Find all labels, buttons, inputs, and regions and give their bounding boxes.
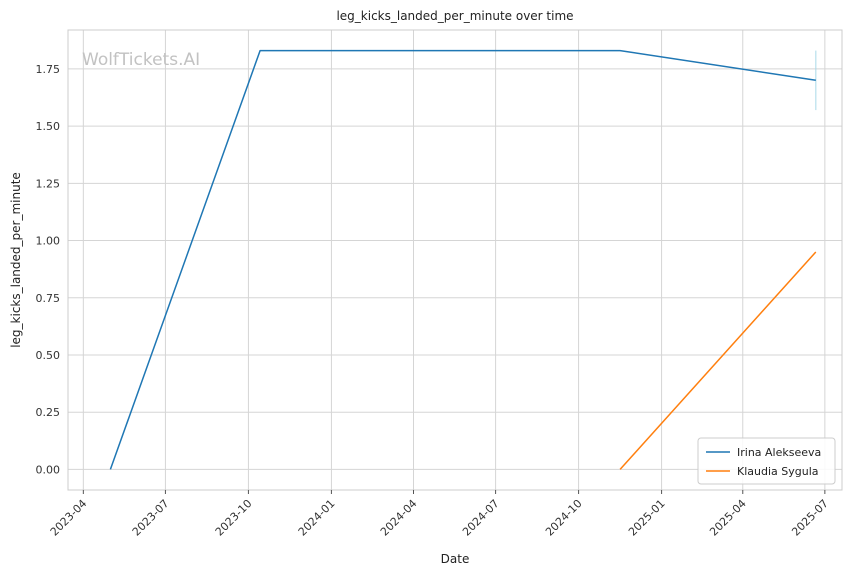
chart-title: leg_kicks_landed_per_minute over time	[336, 9, 573, 23]
x-tick-label: 2023-10	[213, 497, 255, 539]
series-line-1	[619, 251, 817, 470]
y-tick-label: 1.50	[36, 120, 61, 133]
y-tick-label: 0.25	[36, 406, 61, 419]
x-axis-label: Date	[441, 552, 470, 566]
y-tick-label: 1.25	[36, 177, 61, 190]
legend: Irina Alekseeva Klaudia Sygula	[697, 437, 836, 485]
watermark: WolfTickets.AI	[82, 50, 200, 70]
y-tick-label: 0.00	[36, 463, 61, 476]
legend-label: Klaudia Sygula	[737, 465, 819, 478]
y-tick-label: 0.50	[36, 349, 61, 362]
grid	[68, 30, 842, 490]
legend-box	[697, 437, 836, 485]
x-tick-label: 2025-07	[789, 497, 831, 539]
y-tick-label: 1.00	[36, 235, 61, 248]
x-tick-label: 2025-04	[707, 497, 749, 539]
series-layer	[109, 49, 817, 470]
x-tick-label: 2023-07	[130, 497, 172, 539]
x-tick-label: 2024-07	[460, 497, 502, 539]
x-tick-label: 2025-01	[626, 497, 668, 539]
x-tick-label: 2023-04	[48, 497, 90, 539]
legend-items: Irina Alekseeva Klaudia Sygula	[706, 446, 821, 478]
series-line-0	[109, 49, 816, 470]
y-tick-label: 0.75	[36, 292, 61, 305]
plot-frame	[67, 29, 843, 491]
x-tick-label: 2024-04	[378, 497, 420, 539]
x-tick-label: 2024-10	[543, 497, 585, 539]
y-tick-label: 1.75	[36, 63, 61, 76]
y-axis-label: leg_kicks_landed_per_minute	[9, 172, 23, 348]
legend-label: Irina Alekseeva	[737, 446, 821, 459]
x-tick-label: 2024-01	[296, 497, 338, 539]
plot-background	[68, 30, 842, 490]
